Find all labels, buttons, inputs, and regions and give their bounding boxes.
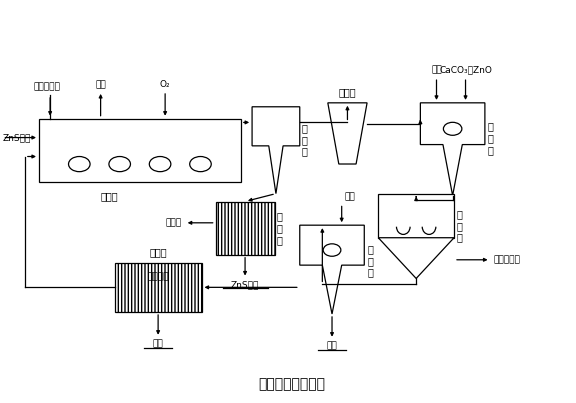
Circle shape: [109, 156, 130, 172]
Circle shape: [444, 122, 462, 135]
Text: 沉
降
釜: 沉 降 釜: [302, 123, 308, 156]
Text: ZnS滤饼: ZnS滤饼: [231, 280, 259, 289]
Bar: [115, 263, 202, 312]
Text: 铅铁矾废渣: 铅铁矾废渣: [493, 255, 520, 264]
Bar: [39, 118, 241, 182]
Text: 废气: 废气: [95, 80, 106, 89]
Text: 高压釜: 高压釜: [101, 192, 119, 202]
Bar: [378, 193, 454, 238]
Text: O₂: O₂: [160, 80, 170, 89]
Text: 除
铁
槽: 除 铁 槽: [488, 121, 494, 155]
Text: 电解槽: 电解槽: [149, 247, 167, 257]
Text: 空气: 空气: [431, 65, 442, 75]
Text: 净
化
槽: 净 化 槽: [367, 244, 373, 277]
Polygon shape: [252, 107, 300, 193]
Circle shape: [190, 156, 211, 172]
Circle shape: [149, 156, 171, 172]
Polygon shape: [378, 238, 454, 278]
Text: 表面活性剂: 表面活性剂: [33, 82, 60, 91]
Circle shape: [69, 156, 90, 172]
Text: ZnS精矿: ZnS精矿: [2, 133, 31, 142]
Polygon shape: [328, 103, 367, 164]
Text: 单质硫: 单质硫: [166, 218, 182, 227]
Text: 减压器: 减压器: [339, 87, 357, 97]
Text: 废电解液: 废电解液: [147, 272, 169, 281]
Text: 电锌: 电锌: [153, 340, 164, 349]
Text: 沉
降
槽: 沉 降 槽: [457, 209, 463, 243]
Text: 锌尘: 锌尘: [344, 193, 355, 202]
Text: CaCO₃、ZnO: CaCO₃、ZnO: [439, 65, 492, 75]
Text: 热
滤
器: 热 滤 器: [276, 212, 283, 245]
Text: 湿法炼锌原则流程: 湿法炼锌原则流程: [258, 377, 325, 391]
Circle shape: [323, 244, 341, 256]
Polygon shape: [420, 103, 485, 195]
Polygon shape: [300, 225, 364, 314]
Bar: [215, 202, 275, 255]
Text: 镉液: 镉液: [327, 342, 338, 351]
